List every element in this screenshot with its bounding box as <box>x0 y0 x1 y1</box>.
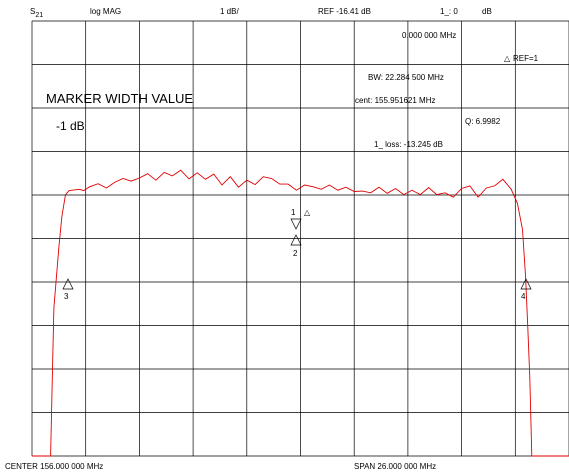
marker-4-icon <box>520 278 532 290</box>
format-label: log MAG <box>90 7 121 16</box>
marker-2-label: 2 <box>293 249 298 258</box>
center-frequency-label: CENTER 156.000 000 MHz <box>5 462 103 471</box>
marker-value-label: 1_: 0 <box>440 7 458 16</box>
marker-3-label: 3 <box>64 292 69 301</box>
span-label: SPAN 26.000 000 MHz <box>354 462 436 471</box>
channel-label: S21 <box>30 7 43 19</box>
marker-width-value: -1 dB <box>56 119 85 133</box>
marker-4-label: 4 <box>521 292 526 301</box>
marker-1-icon <box>290 218 302 230</box>
center-readout: cent: 155.951621 MHz <box>355 96 436 105</box>
graticule <box>31 20 569 457</box>
marker-2-icon <box>290 234 302 246</box>
measurement-trace <box>32 169 569 457</box>
marker-unit-label: dB <box>482 7 492 16</box>
reference-label: REF -16.41 dB <box>318 7 371 16</box>
delta-ref-readout: REF=1 <box>513 54 539 63</box>
bandwidth-readout: BW: 22.284 500 MHz <box>368 73 444 82</box>
marker-4: 4 <box>520 278 532 301</box>
marker-1-label: 1 <box>291 208 296 217</box>
loss-readout: 1_ loss: -13.245 dB <box>374 140 443 149</box>
scale-label: 1 dB/ <box>220 7 239 16</box>
delta-ref-icon: △ <box>504 54 511 63</box>
marker-3-icon <box>62 278 74 290</box>
q-factor-readout: Q: 6.9982 <box>465 117 501 126</box>
marker-1: 1 △ <box>290 208 311 230</box>
marker-frequency-readout: 0.000 000 MHz <box>402 31 456 40</box>
marker-3: 3 <box>62 278 74 301</box>
marker-2: 2 <box>290 234 302 258</box>
marker-width-title: MARKER WIDTH VALUE <box>46 91 193 106</box>
marker-1-delta-icon: △ <box>304 208 311 217</box>
